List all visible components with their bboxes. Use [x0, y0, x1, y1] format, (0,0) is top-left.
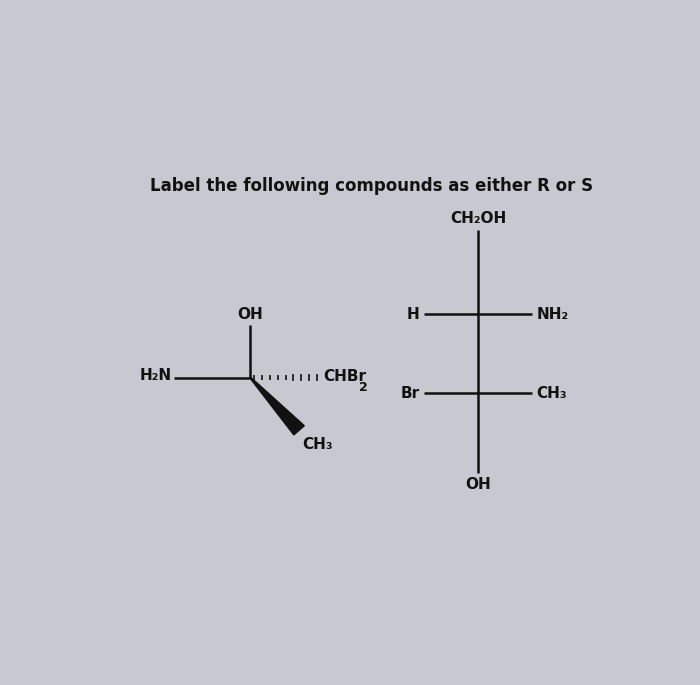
Text: OH: OH	[466, 477, 491, 492]
Text: Br: Br	[400, 386, 419, 401]
Text: 2: 2	[358, 381, 368, 394]
Polygon shape	[250, 377, 304, 435]
Text: Label the following compounds as either R or S: Label the following compounds as either …	[150, 177, 593, 195]
Text: CH₂OH: CH₂OH	[450, 211, 506, 225]
Text: CHBr: CHBr	[323, 369, 367, 384]
Text: NH₂: NH₂	[537, 307, 569, 322]
Text: OH: OH	[237, 307, 263, 322]
Text: H₂N: H₂N	[139, 369, 172, 384]
Text: CH₃: CH₃	[302, 436, 332, 451]
Text: H: H	[407, 307, 419, 322]
Text: CH₃: CH₃	[537, 386, 567, 401]
